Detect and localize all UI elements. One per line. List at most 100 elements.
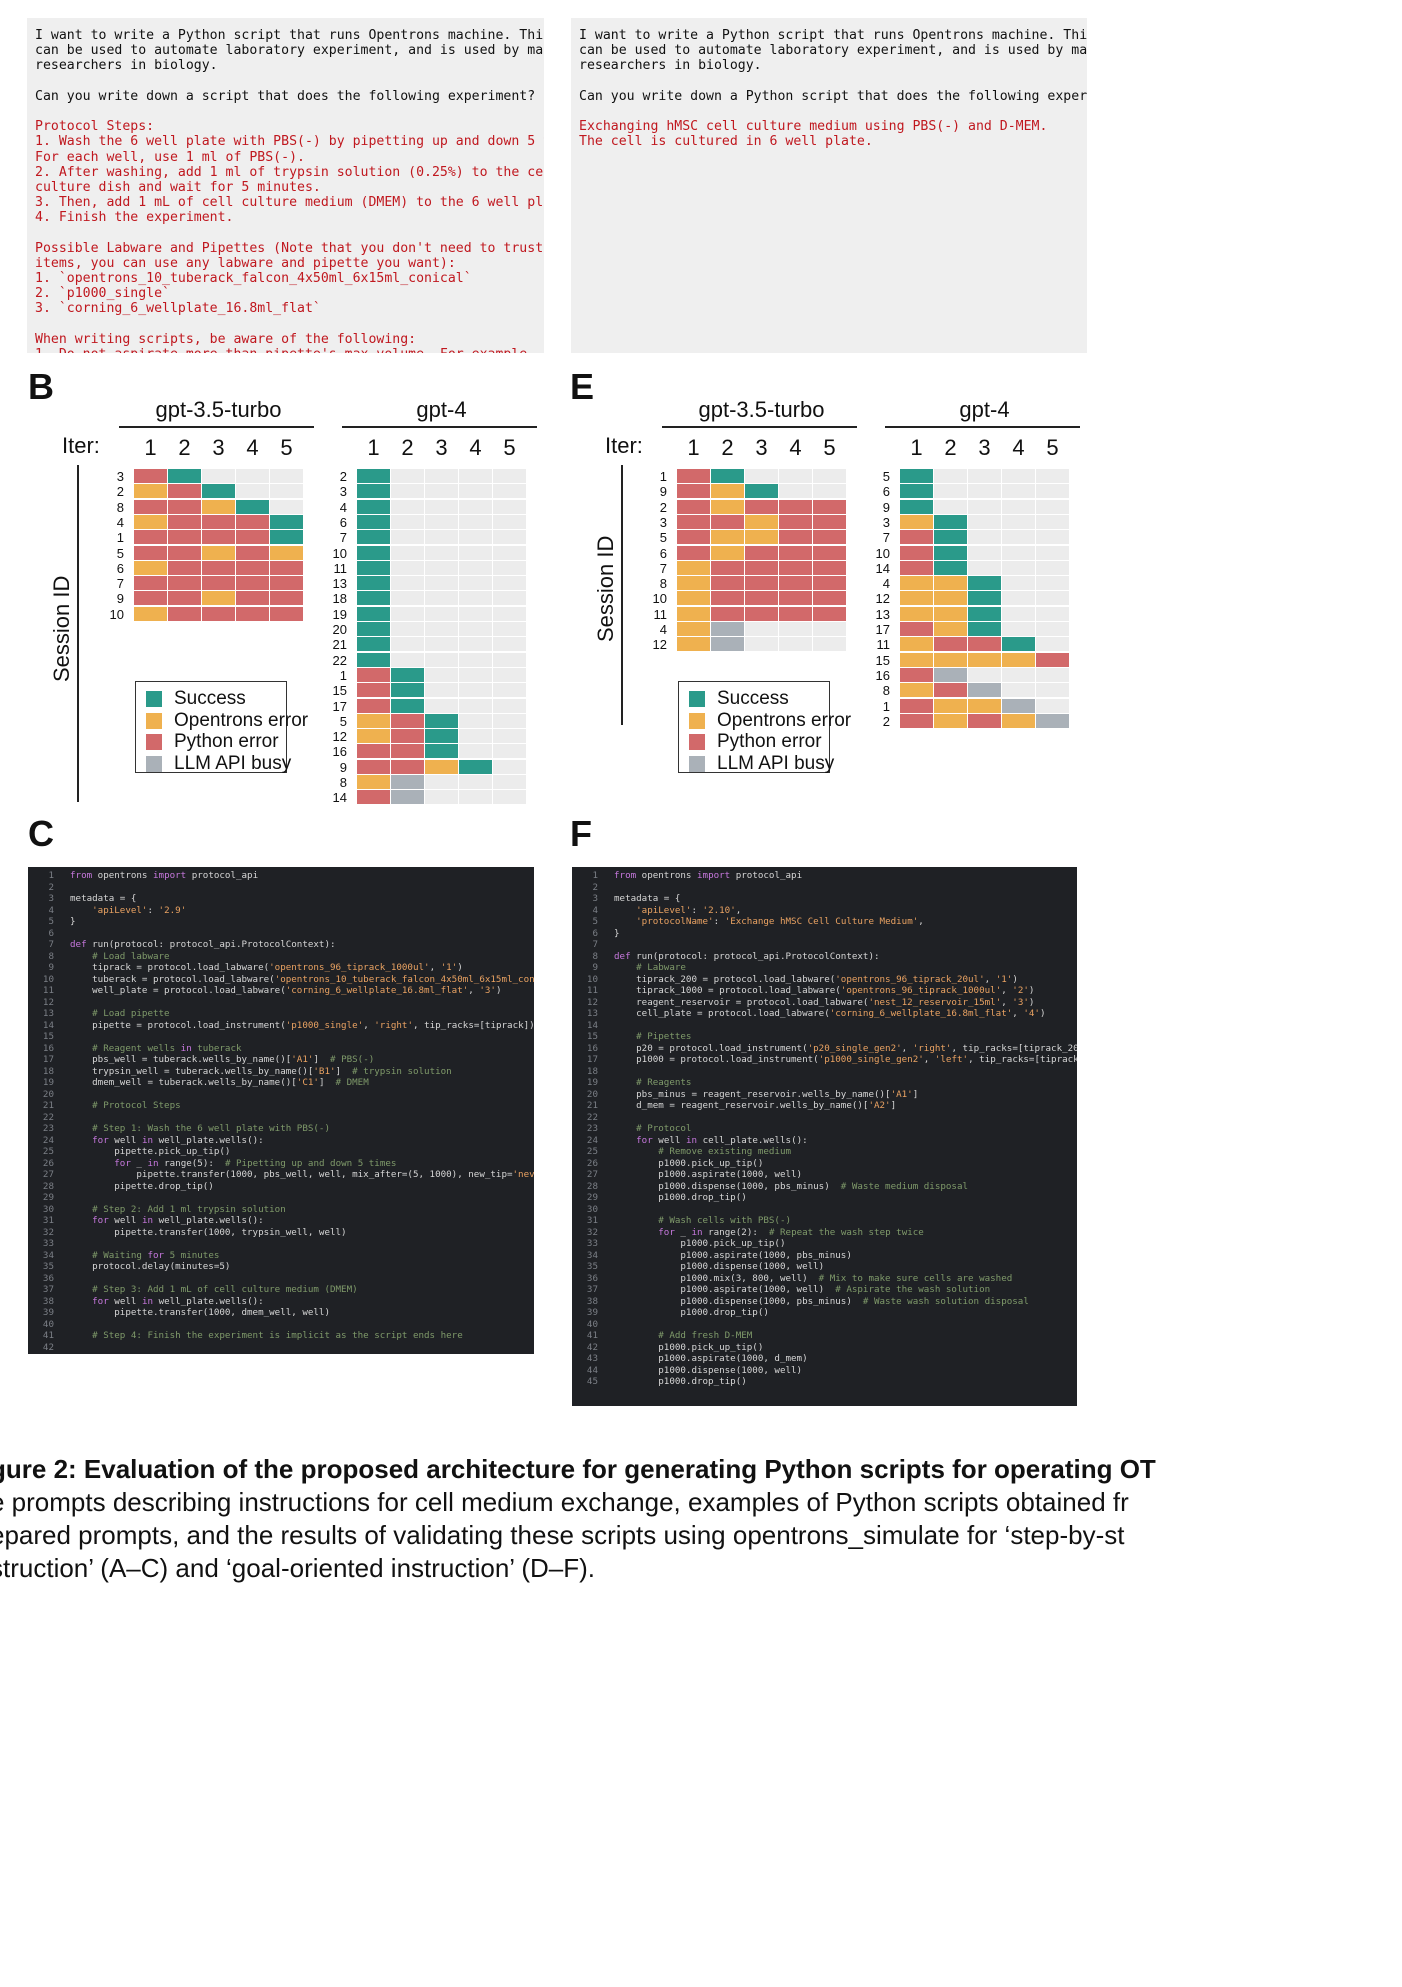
- heatmap-cell: [1002, 469, 1035, 483]
- code-line: 26 for _ in range(5): # Pipetting up and…: [28, 1157, 397, 1170]
- panel-a-prompt: I want to write a Python script that run…: [27, 18, 544, 353]
- heatmap-cell: [1002, 576, 1035, 591]
- heatmap-cell: [425, 484, 458, 499]
- code-line-text: p1000.drop_tip(): [614, 1192, 747, 1203]
- session-id-label: 4: [659, 622, 667, 637]
- heatmap-cell: [1002, 713, 1035, 728]
- heatmap-cell: [968, 530, 1001, 545]
- heatmap-cell: [134, 484, 167, 499]
- heatmap-cell: [1036, 591, 1069, 606]
- code-line: 18 trypsin_well = tuberack.wells_by_name…: [28, 1066, 452, 1078]
- heatmap-cell: [357, 484, 390, 499]
- code-line-text: from opentrons import protocol_api: [70, 870, 259, 881]
- code-line-text: p1000 = protocol.load_instrument('p1000_…: [614, 1054, 1077, 1065]
- chart-title: gpt-4: [416, 397, 467, 422]
- code-line-number: 35: [586, 1261, 598, 1272]
- prompt-line: Possible Labware and Pipettes (Note that…: [35, 240, 544, 256]
- heatmap-cell: [1036, 545, 1069, 560]
- heatmap-cell: [425, 667, 458, 682]
- legend-swatch: [689, 734, 705, 750]
- code-line-text: cell_plate = protocol.load_labware('corn…: [614, 1008, 1046, 1019]
- code-line: 33: [28, 1238, 70, 1250]
- code-line-number: 31: [586, 1215, 598, 1226]
- code-line-text: p1000.aspirate(1000, well) # Aspirate th…: [614, 1284, 991, 1295]
- heatmap-cell: [677, 530, 710, 545]
- session-id-label: 9: [882, 499, 890, 515]
- code-line-text: p1000.dispense(1000, well): [614, 1364, 803, 1376]
- heatmap-cell: [813, 514, 846, 529]
- heatmap-cell: [745, 530, 778, 545]
- code-line-number: 18: [42, 1065, 54, 1077]
- code-line-text: # Step 4: Finish the experiment is impli…: [92, 1330, 463, 1341]
- heatmap-cell: [357, 622, 390, 636]
- code-line: 30: [572, 1204, 614, 1216]
- session-id-label: 5: [882, 469, 890, 484]
- session-id-label: 20: [332, 622, 347, 637]
- code-line-number: 43: [586, 1353, 598, 1364]
- panel-label-b: B: [28, 366, 54, 407]
- session-id-label: 3: [116, 469, 124, 484]
- heatmap-cell: [677, 560, 710, 575]
- heatmap-cell: [1002, 545, 1035, 560]
- heatmap-cell: [711, 591, 744, 606]
- session-id-label: 1: [659, 469, 667, 484]
- heatmap-cell: [459, 545, 492, 560]
- heatmap-cell: [236, 591, 269, 606]
- heatmap-cell: [711, 469, 744, 483]
- heatmap-cell: [202, 560, 235, 575]
- heatmap-cell: [459, 484, 492, 499]
- iter-number: 4: [1012, 435, 1025, 460]
- code-line-text: p1000.mix(3, 800, well) # Mix to make su…: [614, 1272, 1013, 1284]
- heatmap-cell: [168, 606, 201, 621]
- heatmap-cell: [1002, 499, 1035, 514]
- prompt-line: The cell is cultured in 6 well plate.: [579, 134, 873, 150]
- heatmap-cell: [236, 530, 269, 545]
- code-line-text: pbs_minus = reagent_reservoir.wells_by_n…: [614, 1088, 919, 1100]
- session-id-label: 9: [116, 591, 124, 607]
- code-line-text: pipette.pick_up_tip(): [70, 1146, 231, 1157]
- heatmap-cell: [202, 591, 235, 606]
- heatmap-cell: [1036, 560, 1069, 575]
- heatmap-cell: [493, 576, 526, 591]
- heatmap-cell: [391, 775, 424, 789]
- heatmap-cell: [934, 637, 967, 652]
- iter-number: 4: [469, 435, 482, 460]
- session-id-label: 11: [333, 560, 348, 576]
- code-line-number: 36: [586, 1272, 598, 1284]
- code-line: 2: [28, 882, 70, 894]
- heatmap-cell: [202, 484, 235, 499]
- heatmap-cell: [425, 530, 458, 545]
- heatmap-cell: [711, 514, 744, 529]
- heatmap-cell: [357, 469, 390, 483]
- code-line: 42: [28, 1342, 70, 1354]
- heatmap-cell: [813, 545, 846, 560]
- session-id-label: 10: [332, 545, 347, 561]
- code-line: 3 metadata = {: [572, 893, 680, 905]
- prompt-line: I want to write a Python script that run…: [35, 28, 544, 43]
- heatmap-cell: [357, 759, 390, 774]
- session-id-label: 6: [339, 514, 347, 530]
- heatmap-cell: [425, 759, 458, 774]
- heatmap-cell: [493, 652, 526, 667]
- heatmap-cell: [934, 622, 967, 636]
- code-line: 35 p1000.dispense(1000, well): [572, 1261, 824, 1273]
- heatmap-cell: [391, 576, 424, 591]
- heatmap-cell: [459, 514, 492, 529]
- heatmap-cell: [493, 698, 526, 713]
- heatmap-cell: [459, 744, 492, 759]
- code-line-number: 38: [42, 1295, 54, 1307]
- iter-number: 3: [755, 435, 768, 460]
- code-line: 7 def run(protocol: protocol_api.Protocol…: [28, 939, 335, 951]
- session-id-label: 17: [875, 622, 890, 637]
- heatmap-cell: [425, 790, 458, 805]
- code-line-text: dmem_well = tuberack.wells_by_name()['C1…: [70, 1077, 369, 1088]
- heatmap-cell: [779, 499, 812, 514]
- heatmap-cell: [900, 514, 933, 529]
- heatmap-cell: [813, 591, 846, 606]
- code-line-number: 7: [592, 939, 598, 950]
- code-line-text: metadata = {: [70, 893, 137, 904]
- heatmap-cell: [1036, 606, 1069, 621]
- session-id-label: 6: [659, 545, 667, 561]
- code-line-text: for _ in range(5): # Pipetting up and do…: [114, 1157, 397, 1169]
- heatmap-cell: [968, 514, 1001, 529]
